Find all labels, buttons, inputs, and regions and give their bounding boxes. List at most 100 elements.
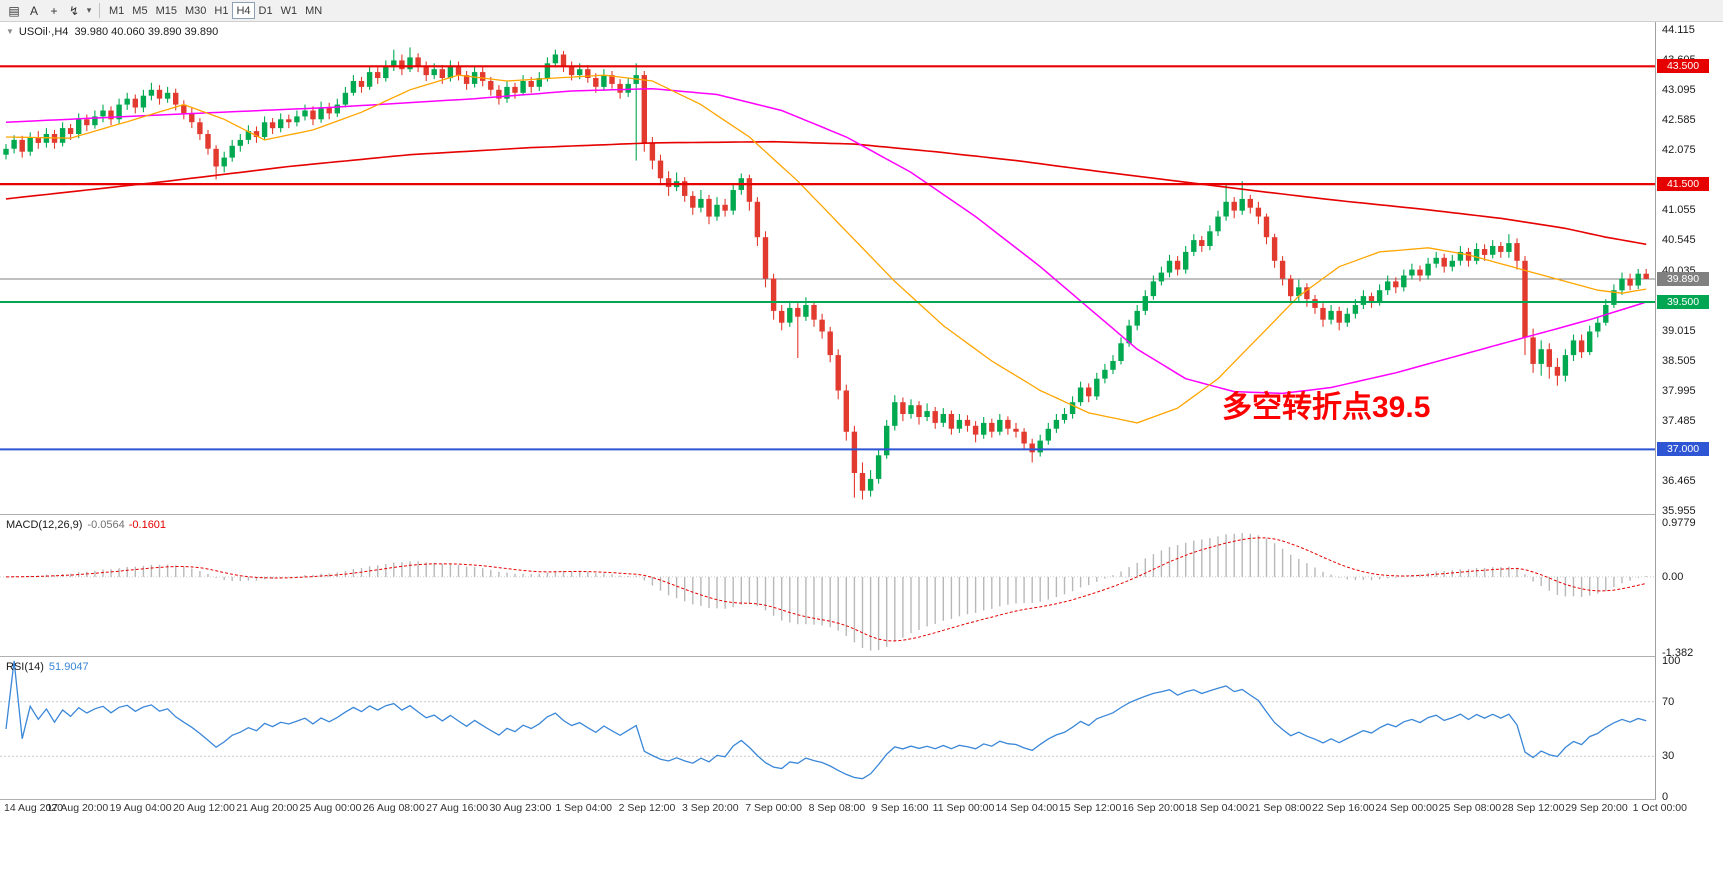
price-axis-label: 43.095 [1662, 84, 1696, 97]
candle-body [641, 75, 647, 143]
time-axis-label: 2 Sep 12:00 [618, 802, 676, 814]
candle-body [972, 425, 979, 435]
candle-body [787, 307, 793, 323]
candle-body [779, 310, 785, 323]
candle-body [140, 95, 147, 108]
candle-body [884, 425, 890, 456]
indicators-dropdown-caret[interactable]: ▾ [86, 5, 92, 15]
timeframe-button-h1[interactable]: H1 [214, 4, 229, 17]
timeframe-button-m30[interactable]: M30 [184, 4, 207, 17]
candle-body [1271, 237, 1278, 261]
timeframe-button-w1[interactable]: W1 [280, 4, 298, 17]
time-axis[interactable]: 14 Aug 2020 17 Aug 20:00 19 Aug 04:00 20 Au… [0, 800, 1723, 815]
candle-body [593, 78, 599, 87]
candle-body [116, 104, 122, 120]
candle-body [1102, 369, 1108, 379]
candle-body [164, 92, 171, 99]
rsi-indicator-chart[interactable] [0, 657, 1655, 800]
candle-body [1344, 313, 1350, 323]
candle-body [916, 405, 922, 417]
candle-body [1110, 361, 1116, 370]
rsi-panel-separator[interactable] [0, 656, 1723, 657]
timeframe-button-m5[interactable]: M5 [132, 4, 148, 17]
candle-body [399, 60, 405, 70]
price-axis-label: 35.955 [1662, 505, 1696, 517]
candle-body [722, 204, 728, 211]
candle-body [1126, 325, 1132, 344]
candle-body [1393, 281, 1399, 288]
ma-mid-magenta-line [5, 87, 1647, 395]
candle-body [1336, 310, 1342, 323]
candle-body [1457, 251, 1464, 261]
candle-body [43, 134, 50, 143]
time-axis-label: 11 Sep 00:00 [932, 802, 995, 814]
candle-body [1086, 387, 1092, 397]
candle-body [948, 414, 955, 429]
price-axis-label: 36.465 [1662, 474, 1696, 487]
rsi-axis-label: 70 [1662, 695, 1675, 708]
timeframe-button-d1[interactable]: D1 [258, 4, 273, 17]
cursor-tool-icon[interactable]: A [29, 3, 38, 18]
chart-legend: ▼ USOil·,H4 39.980 40.060 39.890 39.890 [6, 26, 218, 38]
toolbar-separator [99, 3, 100, 18]
candle-body [391, 60, 397, 67]
candle-body [528, 81, 534, 87]
candle-body [1118, 343, 1124, 361]
candle-body [67, 128, 74, 134]
main-price-chart[interactable] [0, 22, 1655, 515]
candle-body [1029, 443, 1035, 453]
one-click-trading-toggle[interactable]: ▼ [6, 27, 14, 36]
macd-indicator-chart[interactable] [0, 515, 1655, 657]
candle-body [1514, 243, 1520, 261]
price-axis-label: 42.075 [1662, 144, 1696, 157]
candle-body [1570, 340, 1577, 356]
candle-body [1158, 272, 1165, 282]
timeframe-button-h4[interactable]: H4 [232, 2, 255, 19]
timeframe-button-mn[interactable]: MN [305, 4, 323, 17]
candle-body [245, 131, 252, 140]
price-axis-label: 44.115 [1662, 24, 1695, 36]
candle-body [310, 110, 316, 120]
macd-panel-separator[interactable] [0, 514, 1723, 515]
candle-body [859, 473, 866, 491]
candle-body [366, 72, 373, 87]
candle-body [730, 190, 736, 211]
rsi-line [5, 660, 1647, 780]
candle-body [1530, 337, 1536, 364]
candle-body [981, 422, 987, 435]
timeframe-button-m15[interactable]: M15 [155, 4, 177, 17]
candle-body [1150, 281, 1157, 297]
time-axis-label: 16 Sep 20:00 [1122, 802, 1185, 814]
candle-body [698, 198, 704, 208]
candle-body [1506, 243, 1512, 252]
candle-body [439, 69, 445, 78]
candle-body [1643, 273, 1649, 279]
timeframe-button-m1[interactable]: M1 [109, 4, 125, 17]
indicators-icon[interactable]: ↯ [68, 3, 80, 18]
candle-body [124, 98, 130, 105]
candle-body [253, 131, 260, 137]
candle-body [770, 278, 777, 311]
candle-body [205, 134, 211, 149]
candle-body [84, 119, 90, 126]
candle-body [617, 83, 623, 93]
crosshair-tool-icon[interactable]: + [50, 3, 58, 18]
candle-body [1473, 249, 1480, 261]
macd-signal-value: -0.1601 [128, 519, 167, 531]
candle-body [1061, 414, 1068, 420]
candle-body [851, 431, 858, 473]
chart-area: ▼ USOil·,H4 39.980 40.060 39.890 39.890 MA… [0, 22, 1723, 896]
candle-body [1603, 305, 1609, 323]
price-axis[interactable]: 44.11543.60543.09542.58542.07541.05540.5… [1655, 22, 1723, 803]
time-axis-label: 30 Aug 23:00 [489, 802, 552, 814]
time-axis-label: 27 Aug 16:00 [426, 802, 489, 814]
chart-window-icon[interactable]: ▤ [8, 3, 20, 18]
candle-body [1481, 249, 1488, 255]
candle-body [1296, 287, 1302, 297]
current-price-badge: 39.890 [1657, 272, 1709, 287]
hline-price-badge: 43.500 [1657, 59, 1709, 74]
candle-body [1215, 216, 1221, 232]
ma-fast-orange-line [5, 74, 1647, 424]
candle-body [1134, 310, 1140, 326]
candle-body [1352, 305, 1359, 314]
